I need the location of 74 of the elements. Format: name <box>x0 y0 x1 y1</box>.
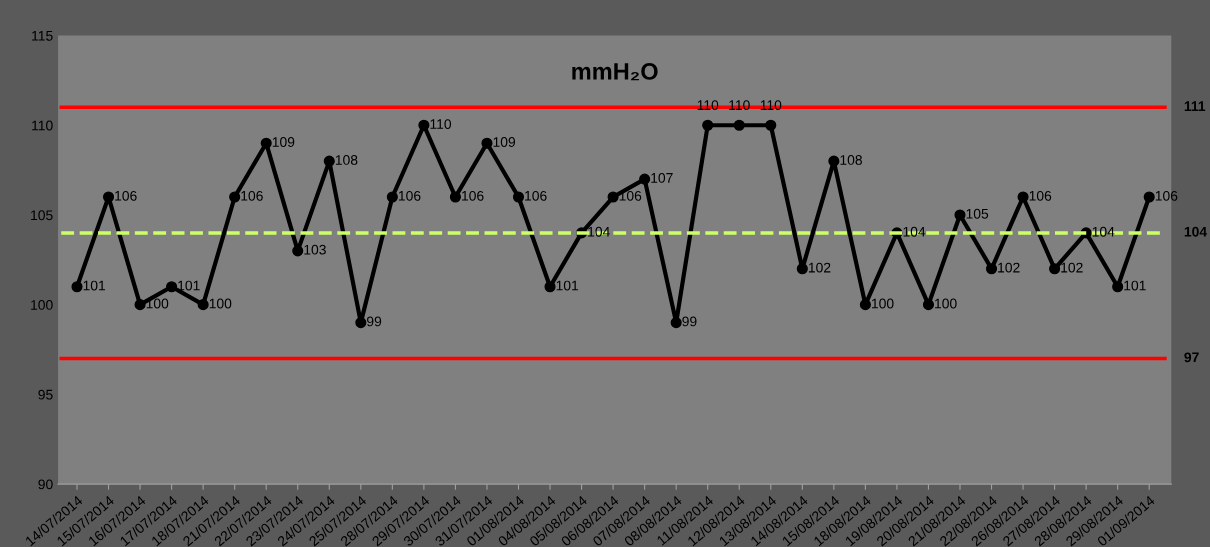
data-label: 101 <box>178 280 200 291</box>
point <box>607 191 619 203</box>
data-label: 99 <box>682 316 697 327</box>
point <box>355 317 367 329</box>
data-label: 104 <box>1092 226 1115 237</box>
y-tick-label: 100 <box>31 300 53 310</box>
point <box>859 299 871 311</box>
data-label: 104 <box>903 226 926 237</box>
ref-line-label: 97 <box>1184 352 1199 363</box>
data-label: 100 <box>209 298 232 309</box>
data-label: 109 <box>493 137 516 147</box>
point <box>733 119 745 131</box>
point <box>670 317 682 329</box>
data-label: 101 <box>556 280 579 291</box>
point <box>134 299 146 311</box>
point <box>544 281 556 293</box>
data-label: 102 <box>998 262 1020 273</box>
y-tick-label: 105 <box>31 210 53 221</box>
point <box>229 191 241 203</box>
data-label: 99 <box>367 316 382 327</box>
point <box>922 299 935 311</box>
point <box>828 155 840 167</box>
data-label: 108 <box>840 155 862 165</box>
data-label: 100 <box>935 298 957 309</box>
data-label: 102 <box>1061 262 1083 273</box>
point <box>639 173 651 185</box>
point <box>1049 263 1061 275</box>
ref-line-label: 111 <box>1184 101 1206 111</box>
point <box>481 137 493 149</box>
point <box>102 191 115 203</box>
point <box>292 245 304 257</box>
point <box>702 119 714 131</box>
y-tick-label: 90 <box>38 479 53 490</box>
data-label: 110 <box>430 119 452 129</box>
point <box>796 263 808 275</box>
data-label: 106 <box>1155 190 1178 201</box>
text: mmH₂O <box>572 63 658 81</box>
data-label: 103 <box>304 244 326 255</box>
point <box>386 191 398 203</box>
y-tick-label: 95 <box>38 389 53 400</box>
data-label: 107 <box>651 172 673 183</box>
data-label: 102 <box>808 262 831 273</box>
data-label: 101 <box>83 280 106 291</box>
y-tick-label: 110 <box>32 120 53 131</box>
point <box>197 299 209 311</box>
data-label: 110 <box>697 100 719 111</box>
point <box>71 281 83 293</box>
point <box>1112 281 1124 293</box>
y-tick-label: 115 <box>32 31 53 41</box>
data-label: 110 <box>729 100 750 111</box>
data-label: 109 <box>272 137 295 147</box>
data-label: 100 <box>872 298 894 309</box>
data-label: 110 <box>760 100 782 111</box>
data-label: 108 <box>335 155 358 165</box>
data-label: 106 <box>115 190 137 201</box>
point <box>1143 191 1155 203</box>
point <box>954 209 966 221</box>
data-label: 105 <box>966 208 989 219</box>
point <box>260 137 272 149</box>
point <box>418 119 430 131</box>
data-label: 106 <box>398 190 421 201</box>
point <box>765 119 777 131</box>
data-label: 106 <box>241 190 263 201</box>
point <box>1017 191 1029 203</box>
data-label: 101 <box>1124 280 1146 291</box>
data-label: 106 <box>462 190 484 201</box>
point <box>449 191 461 203</box>
point <box>166 281 178 293</box>
ref-line-label: 104 <box>1184 226 1207 237</box>
data-label: 106 <box>1029 190 1052 201</box>
point <box>985 263 998 275</box>
data-label: 106 <box>525 190 547 201</box>
point <box>512 191 525 203</box>
point <box>323 155 335 167</box>
